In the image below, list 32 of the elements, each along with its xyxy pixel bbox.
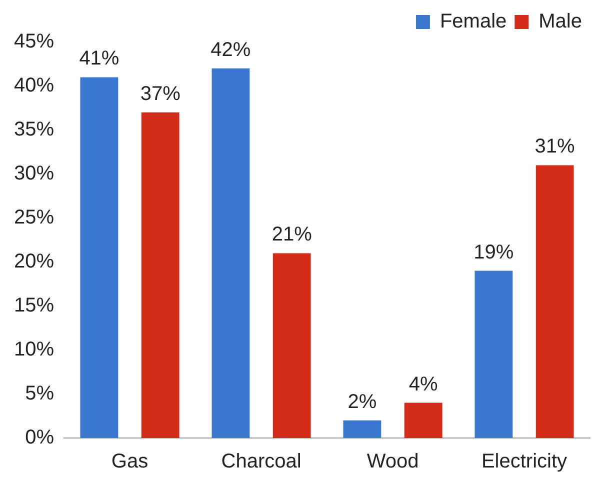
data-label: 42% bbox=[210, 38, 251, 61]
bar bbox=[536, 165, 574, 438]
data-label: 19% bbox=[474, 241, 514, 264]
data-label: 31% bbox=[534, 136, 576, 158]
x-tick-label: Wood bbox=[366, 450, 419, 473]
y-tick-label: 25% bbox=[14, 206, 54, 229]
y-tick-label: 15% bbox=[14, 294, 54, 317]
legend-label: Male bbox=[538, 10, 582, 33]
x-tick-label: Gas bbox=[111, 450, 148, 473]
legend-label: Female bbox=[440, 10, 507, 33]
bar bbox=[474, 270, 513, 438]
bar bbox=[272, 253, 311, 438]
y-tick-label: 5% bbox=[25, 382, 54, 405]
y-tick-label: 45% bbox=[14, 30, 54, 53]
data-label: 2% bbox=[348, 390, 377, 413]
bar bbox=[141, 112, 180, 438]
bar bbox=[212, 68, 250, 438]
data-label: 37% bbox=[140, 82, 181, 105]
x-tick-label: Charcoal bbox=[221, 450, 302, 473]
y-tick-label: 30% bbox=[14, 162, 54, 185]
y-tick-label: 40% bbox=[14, 74, 54, 97]
y-tick-label: 0% bbox=[25, 426, 54, 449]
y-tick-label: 10% bbox=[14, 338, 54, 361]
y-tick-label: 20% bbox=[14, 250, 54, 273]
bar bbox=[80, 77, 118, 438]
data-label: 4% bbox=[408, 373, 438, 396]
y-tick-label: 35% bbox=[14, 118, 54, 141]
bar bbox=[404, 402, 442, 438]
bar bbox=[343, 420, 382, 438]
data-label: 21% bbox=[272, 224, 312, 246]
x-tick-label: Electricity bbox=[481, 450, 568, 473]
data-label: 41% bbox=[79, 48, 120, 70]
